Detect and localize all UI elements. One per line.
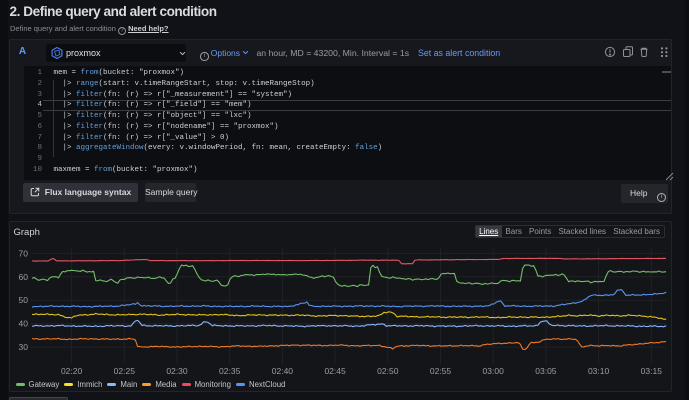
svg-text:02:30: 02:30: [166, 366, 188, 376]
svg-text:03:05: 03:05: [535, 366, 557, 376]
svg-text:02:50: 02:50: [377, 366, 399, 376]
svg-text:03:15: 03:15: [641, 366, 663, 376]
svg-text:60: 60: [19, 272, 29, 282]
svg-text:02:25: 02:25: [114, 366, 136, 376]
svg-text:03:00: 03:00: [483, 366, 505, 376]
svg-text:70: 70: [19, 248, 29, 258]
svg-text:50: 50: [19, 295, 29, 305]
svg-text:30: 30: [19, 342, 29, 352]
svg-text:02:20: 02:20: [61, 366, 83, 376]
svg-text:03:10: 03:10: [588, 366, 610, 376]
svg-text:02:45: 02:45: [324, 366, 346, 376]
svg-text:02:40: 02:40: [272, 366, 294, 376]
svg-text:02:55: 02:55: [430, 366, 452, 376]
svg-text:40: 40: [19, 319, 29, 329]
svg-text:02:35: 02:35: [219, 366, 241, 376]
